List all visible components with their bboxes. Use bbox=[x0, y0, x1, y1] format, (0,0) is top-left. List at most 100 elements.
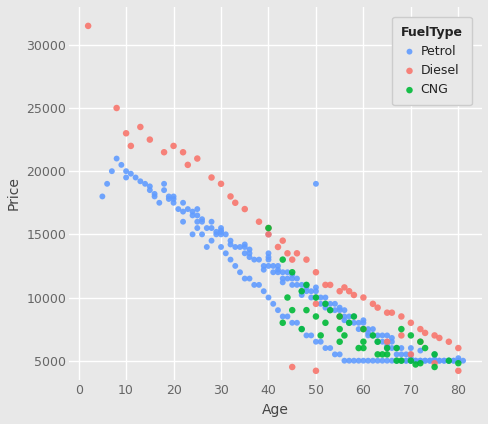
CNG bbox=[278, 256, 286, 263]
Diesel bbox=[288, 256, 296, 263]
Diesel bbox=[302, 256, 310, 263]
Petrol bbox=[193, 218, 201, 225]
Petrol bbox=[383, 357, 390, 364]
Petrol bbox=[217, 229, 224, 235]
Petrol bbox=[349, 357, 357, 364]
Petrol bbox=[198, 231, 205, 238]
Petrol bbox=[269, 301, 277, 307]
Petrol bbox=[188, 208, 196, 215]
Diesel bbox=[278, 237, 286, 244]
Petrol bbox=[292, 319, 300, 326]
Petrol bbox=[292, 275, 300, 282]
CNG bbox=[288, 307, 296, 313]
CNG bbox=[373, 338, 381, 345]
Petrol bbox=[316, 338, 324, 345]
Diesel bbox=[288, 364, 296, 371]
Diesel bbox=[387, 309, 395, 316]
Petrol bbox=[354, 357, 362, 364]
Petrol bbox=[302, 282, 310, 288]
Petrol bbox=[264, 256, 272, 263]
Petrol bbox=[127, 170, 135, 177]
Petrol bbox=[453, 357, 461, 364]
Petrol bbox=[373, 332, 381, 339]
Petrol bbox=[306, 294, 314, 301]
Diesel bbox=[406, 351, 414, 358]
Petrol bbox=[311, 338, 319, 345]
Petrol bbox=[444, 357, 452, 364]
Petrol bbox=[203, 225, 210, 232]
Petrol bbox=[179, 208, 186, 215]
Petrol bbox=[397, 357, 405, 364]
Petrol bbox=[345, 357, 352, 364]
Petrol bbox=[311, 181, 319, 187]
Petrol bbox=[373, 357, 381, 364]
Petrol bbox=[222, 231, 229, 238]
Petrol bbox=[439, 357, 447, 364]
Petrol bbox=[345, 319, 352, 326]
Petrol bbox=[183, 206, 191, 212]
Diesel bbox=[193, 155, 201, 162]
Petrol bbox=[122, 174, 130, 181]
Petrol bbox=[169, 199, 177, 206]
Petrol bbox=[278, 269, 286, 276]
Petrol bbox=[236, 244, 244, 251]
Petrol bbox=[108, 168, 116, 175]
Petrol bbox=[292, 282, 300, 288]
Petrol bbox=[150, 193, 158, 200]
Petrol bbox=[145, 183, 153, 190]
Petrol bbox=[273, 266, 281, 273]
Petrol bbox=[222, 250, 229, 257]
Petrol bbox=[392, 357, 400, 364]
Petrol bbox=[364, 326, 371, 332]
Diesel bbox=[430, 332, 438, 339]
CNG bbox=[321, 319, 329, 326]
Petrol bbox=[226, 241, 234, 248]
Petrol bbox=[321, 294, 329, 301]
Petrol bbox=[269, 262, 277, 269]
CNG bbox=[283, 294, 291, 301]
Petrol bbox=[449, 357, 457, 364]
Petrol bbox=[141, 181, 149, 187]
Petrol bbox=[297, 282, 305, 288]
Petrol bbox=[335, 307, 343, 313]
Petrol bbox=[378, 357, 386, 364]
Petrol bbox=[259, 262, 267, 269]
Petrol bbox=[255, 282, 263, 288]
Petrol bbox=[330, 351, 338, 358]
Petrol bbox=[340, 357, 347, 364]
Diesel bbox=[183, 162, 191, 168]
Diesel bbox=[283, 250, 291, 257]
Petrol bbox=[302, 332, 310, 339]
Petrol bbox=[311, 284, 319, 291]
CNG bbox=[335, 313, 343, 320]
Petrol bbox=[164, 193, 172, 200]
Petrol bbox=[288, 271, 296, 278]
CNG bbox=[430, 351, 438, 358]
Petrol bbox=[406, 345, 414, 351]
Petrol bbox=[231, 262, 239, 269]
Petrol bbox=[368, 332, 376, 339]
Petrol bbox=[117, 162, 125, 168]
Petrol bbox=[387, 345, 395, 351]
CNG bbox=[359, 338, 366, 345]
Petrol bbox=[434, 357, 442, 364]
Petrol bbox=[273, 307, 281, 313]
Petrol bbox=[383, 338, 390, 345]
Diesel bbox=[345, 288, 352, 295]
Petrol bbox=[288, 275, 296, 282]
Petrol bbox=[325, 307, 333, 313]
Petrol bbox=[217, 227, 224, 234]
Petrol bbox=[378, 338, 386, 345]
Petrol bbox=[259, 288, 267, 295]
Petrol bbox=[245, 254, 253, 260]
CNG bbox=[383, 345, 390, 351]
Petrol bbox=[349, 313, 357, 320]
Diesel bbox=[453, 368, 461, 374]
Diesel bbox=[84, 22, 92, 29]
Petrol bbox=[250, 256, 258, 263]
Petrol bbox=[359, 326, 366, 332]
Petrol bbox=[160, 187, 168, 193]
Petrol bbox=[217, 231, 224, 238]
Petrol bbox=[453, 355, 461, 362]
CNG bbox=[311, 313, 319, 320]
